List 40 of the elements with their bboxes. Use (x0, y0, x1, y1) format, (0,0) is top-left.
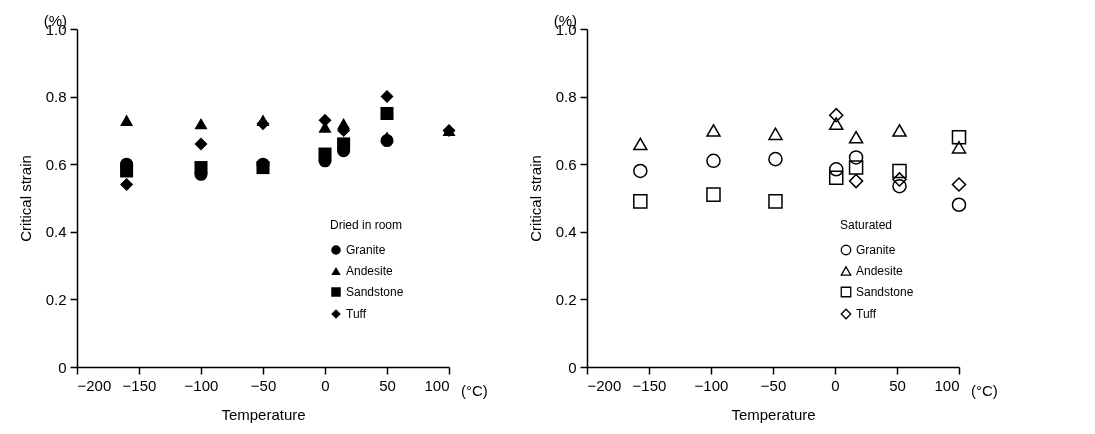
y-axis-title: Critical strain (526, 155, 544, 242)
y-tick-label: 0.2 (555, 290, 577, 308)
x-tick-label: −100 (184, 376, 219, 394)
y-tick-label: 0.2 (45, 290, 67, 308)
y-axis-title: Critical strain (16, 155, 34, 242)
x-tick-label: −50 (760, 376, 787, 394)
x-tick-label: 50 (889, 376, 906, 394)
y-tick-label: 0.4 (555, 223, 577, 241)
text: (°C) (461, 382, 488, 399)
legend-label: Tuff (856, 307, 877, 321)
y-tick-label: 0 (58, 358, 67, 376)
y-tick-label: 0.8 (555, 88, 577, 106)
x-tick-label: −50 (250, 376, 277, 394)
y-tick-label: 0 (568, 358, 577, 376)
legend-label: Andesite (856, 264, 904, 278)
legend-title: Dried in room (330, 218, 403, 232)
y-tick-label: 0.6 (555, 155, 577, 173)
legend-title: Saturated (840, 218, 893, 232)
x-axis-title: Temperature (731, 405, 816, 423)
legend-label: Granite (856, 243, 896, 257)
y-tick-label: 0.4 (45, 223, 67, 241)
legend-label: Andesite (346, 264, 394, 278)
x-tick-label: −100 (694, 376, 729, 394)
y-tick-label: 0.6 (45, 155, 67, 173)
legend-label: Sandstone (856, 285, 914, 299)
x-tick-label: 100 (934, 376, 960, 394)
x-tick-label: 50 (379, 376, 396, 394)
legend-label: Tuff (346, 307, 367, 321)
x-tick-label: 0 (831, 376, 840, 394)
x-tick-label: −150 (632, 376, 667, 394)
x-axis-title: Temperature (221, 405, 306, 423)
legend-label: Sandstone (346, 285, 404, 299)
y-tick-label: 0.8 (45, 88, 67, 106)
legend-label: Granite (346, 243, 386, 257)
x-tick-label: −150 (122, 376, 157, 394)
x-tick-label: 0 (321, 376, 330, 394)
x-tick-label: −200 (587, 376, 622, 394)
x-tick-label: −200 (77, 376, 112, 394)
x-tick-label: 100 (424, 376, 450, 394)
text: (°C) (971, 382, 998, 399)
